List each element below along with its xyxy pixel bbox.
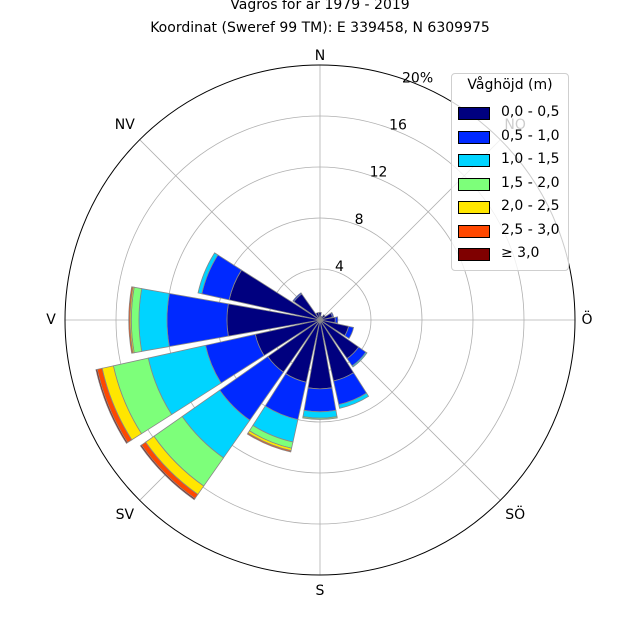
sector-bar	[138, 288, 170, 352]
direction-label: SÖ	[505, 505, 525, 523]
legend-label: 2,5 - 3,0	[501, 221, 560, 238]
sector-bar	[315, 312, 321, 321]
sector-bar	[302, 409, 338, 419]
legend-label: 1,5 - 2,0	[501, 174, 560, 191]
radial-tick-label: 16	[389, 118, 407, 134]
sector-bar	[128, 286, 134, 354]
chart-subtitle: Koordinat (Sweref 99 TM): E 339458, N 63…	[150, 20, 490, 36]
legend-label: ≥ 3,0	[501, 245, 540, 261]
legend-swatch	[458, 130, 490, 144]
direction-label: NV	[115, 117, 135, 133]
sector-bar	[302, 416, 338, 420]
legend-swatch	[458, 224, 490, 238]
bar-sectors	[95, 252, 370, 501]
legend-swatch	[458, 177, 490, 191]
grid-circle	[115, 115, 525, 525]
outer-circle	[64, 64, 576, 576]
legend: Våghöjd (m) 0,0 - 0,5 0,5 - 1,0 1,0 - 1,5 1…	[451, 73, 569, 271]
sector-bar	[344, 325, 355, 340]
direction-label: S	[316, 583, 325, 599]
direction-label: SV	[116, 507, 135, 523]
sector-bar	[246, 432, 292, 453]
legend-label: 0,0 - 0,5	[501, 104, 560, 120]
chart-title: Vågros för år 1979 - 2019	[230, 0, 410, 13]
sector-bar	[351, 351, 368, 368]
sector-bar	[338, 392, 370, 409]
direction-label: V	[46, 312, 56, 328]
radial-tick-label: 4	[335, 259, 344, 275]
sector-bar	[166, 292, 229, 348]
sector-bar	[197, 252, 219, 295]
legend-swatch	[458, 201, 490, 214]
legend-label: 0,5 - 1,0	[501, 127, 560, 144]
legend-label: 2,0 - 2,5	[501, 198, 560, 214]
legend-label: 1,0 - 1,5	[501, 151, 560, 167]
direction-label: N	[315, 48, 325, 64]
spoke-line	[139, 139, 321, 321]
radial-tick-label: 12	[370, 165, 388, 181]
radial-tick-label: 8	[355, 212, 364, 228]
radial-tick-label: 20%	[402, 70, 433, 86]
sector-bar	[303, 387, 337, 413]
sector-bar	[95, 368, 129, 444]
sector-bar	[330, 311, 335, 318]
sector-bar	[334, 316, 339, 324]
direction-label: Ö	[581, 310, 592, 328]
sector-bar	[292, 292, 303, 303]
legend-swatch	[458, 248, 490, 261]
legend-swatch	[458, 107, 490, 120]
legend-swatch	[458, 154, 490, 167]
sector-bar	[139, 444, 196, 501]
legend-title: Våghöjd (m)	[467, 77, 553, 93]
